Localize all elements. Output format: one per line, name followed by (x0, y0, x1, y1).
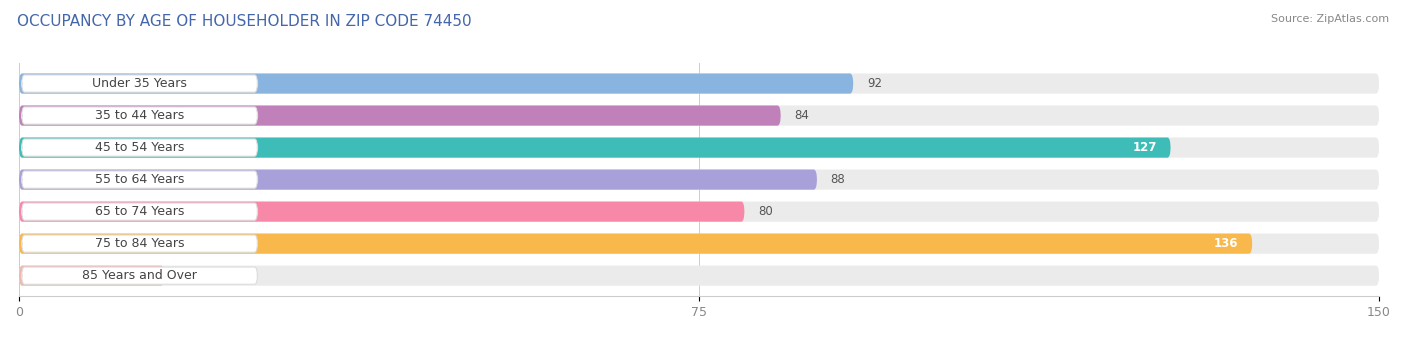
FancyBboxPatch shape (18, 234, 1379, 254)
FancyBboxPatch shape (18, 137, 1171, 158)
Text: 45 to 54 Years: 45 to 54 Years (94, 141, 184, 154)
Text: 136: 136 (1213, 237, 1239, 250)
FancyBboxPatch shape (21, 75, 257, 92)
Text: 55 to 64 Years: 55 to 64 Years (94, 173, 184, 186)
FancyBboxPatch shape (21, 267, 257, 284)
FancyBboxPatch shape (18, 202, 1379, 222)
FancyBboxPatch shape (18, 105, 1379, 125)
Text: Under 35 Years: Under 35 Years (93, 77, 187, 90)
FancyBboxPatch shape (18, 234, 1253, 254)
FancyBboxPatch shape (21, 107, 257, 124)
FancyBboxPatch shape (18, 266, 1379, 286)
FancyBboxPatch shape (21, 235, 257, 252)
FancyBboxPatch shape (18, 266, 165, 286)
Text: OCCUPANCY BY AGE OF HOUSEHOLDER IN ZIP CODE 74450: OCCUPANCY BY AGE OF HOUSEHOLDER IN ZIP C… (17, 14, 471, 29)
FancyBboxPatch shape (21, 139, 257, 156)
Text: 127: 127 (1133, 141, 1157, 154)
Text: 65 to 74 Years: 65 to 74 Years (94, 205, 184, 218)
FancyBboxPatch shape (21, 203, 257, 220)
FancyBboxPatch shape (18, 73, 853, 94)
Text: 88: 88 (831, 173, 845, 186)
Text: Source: ZipAtlas.com: Source: ZipAtlas.com (1271, 14, 1389, 24)
FancyBboxPatch shape (18, 137, 1379, 158)
FancyBboxPatch shape (18, 169, 817, 190)
Text: 80: 80 (758, 205, 773, 218)
FancyBboxPatch shape (18, 105, 780, 125)
Text: 75 to 84 Years: 75 to 84 Years (94, 237, 184, 250)
Text: 85 Years and Over: 85 Years and Over (82, 269, 197, 282)
Text: 92: 92 (866, 77, 882, 90)
FancyBboxPatch shape (18, 73, 1379, 94)
FancyBboxPatch shape (21, 171, 257, 188)
FancyBboxPatch shape (18, 202, 744, 222)
Text: 35 to 44 Years: 35 to 44 Years (96, 109, 184, 122)
Text: 84: 84 (794, 109, 808, 122)
FancyBboxPatch shape (18, 169, 1379, 190)
Text: 16: 16 (177, 269, 193, 282)
